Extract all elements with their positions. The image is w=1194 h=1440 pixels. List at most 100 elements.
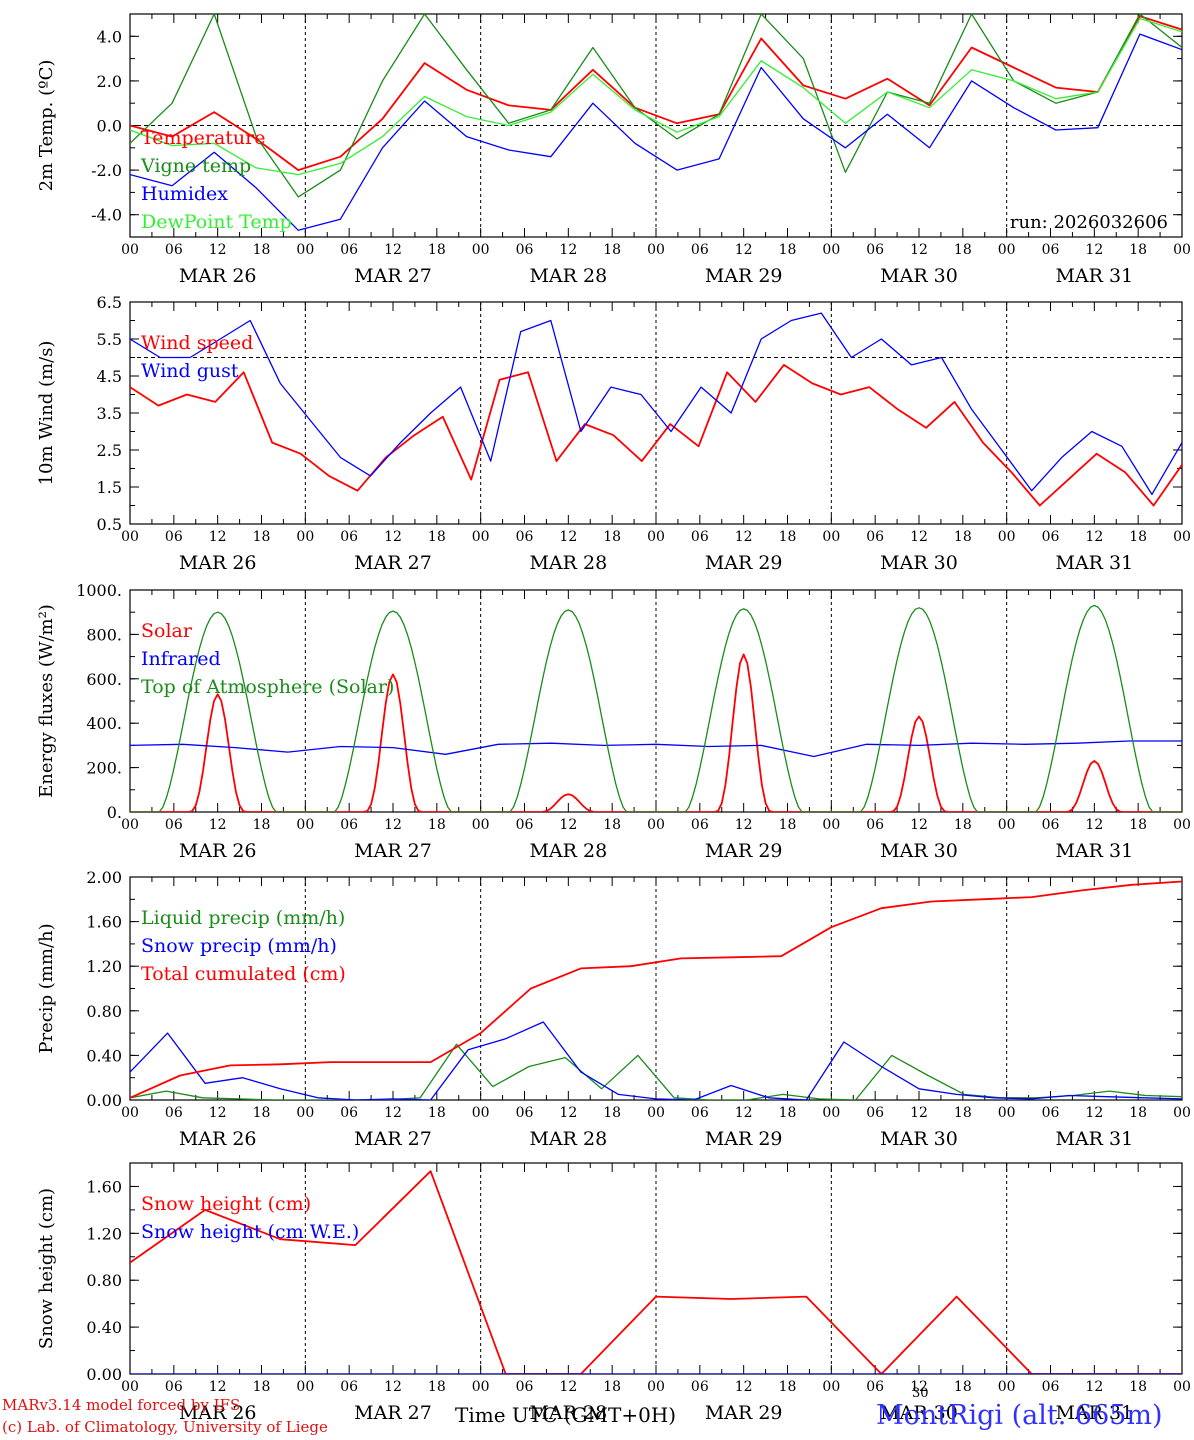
x-tick-label: 06 — [691, 242, 709, 258]
x-tick-label: 12 — [910, 817, 928, 833]
day-label: MAR 28 — [529, 552, 607, 574]
x-tick-label: 12 — [910, 1379, 928, 1395]
day-label: MAR 27 — [354, 840, 432, 862]
x-tick-label: 12 — [559, 817, 577, 833]
x-tick-label: 06 — [866, 1379, 884, 1395]
x-tick-label: 00 — [472, 817, 490, 833]
day-label: MAR 26 — [179, 552, 257, 574]
y-tick-label: 600. — [86, 670, 122, 689]
x-tick-label: 00 — [998, 242, 1016, 258]
x-tick-label: 06 — [516, 817, 534, 833]
x-tick-label: 06 — [1042, 817, 1060, 833]
day-label: MAR 27 — [354, 265, 432, 287]
day-label: MAR 28 — [529, 840, 607, 862]
x-tick-label: 00 — [647, 817, 665, 833]
y-tick-label: 0.00 — [86, 1091, 122, 1110]
x-tick-label: 00 — [121, 1379, 139, 1395]
model-credit: MARv3.14 model forced by IFS — [2, 1396, 241, 1414]
y-tick-label: 0. — [107, 803, 122, 822]
legend-entry: Wind gust — [141, 360, 239, 382]
x-tick-label: 18 — [954, 817, 972, 833]
x-tick-label: 00 — [296, 1105, 314, 1121]
x-tick-label: 18 — [603, 1105, 621, 1121]
series-group — [130, 1170, 1182, 1374]
x-tick-label: 06 — [340, 1379, 358, 1395]
y-axis-title: 2m Temp. (ºC) — [36, 60, 57, 192]
day-label: MAR 30 — [880, 265, 958, 287]
legend-entry: Liquid precip (mm/h) — [141, 907, 345, 929]
x-tick-label: 00 — [1173, 817, 1191, 833]
x-tick-label: 00 — [822, 529, 840, 545]
series-group — [130, 880, 1182, 1100]
x-tick-label: 12 — [384, 817, 402, 833]
x-tick-label: 12 — [559, 529, 577, 545]
y-tick-label: 6.5 — [97, 293, 122, 312]
day-label: MAR 29 — [705, 552, 783, 574]
x-tick-label: 06 — [866, 817, 884, 833]
x-tick-label: 00 — [296, 529, 314, 545]
x-tick-label: 18 — [779, 1105, 797, 1121]
x-tick-label: 12 — [735, 1379, 753, 1395]
day-label: MAR 29 — [705, 1402, 783, 1424]
x-tick-label: 06 — [866, 1105, 884, 1121]
x-tick-label: 00 — [472, 529, 490, 545]
x-tick-label: 06 — [516, 529, 534, 545]
x-tick-label: 12 — [735, 242, 753, 258]
day-label: MAR 29 — [705, 840, 783, 862]
y-axis-title: Energy fluxes (W/m²) — [36, 604, 57, 798]
series-group — [130, 604, 1182, 812]
x-tick-label: 18 — [253, 817, 271, 833]
y-tick-label: 1.20 — [86, 957, 122, 976]
y-tick-label: 3.5 — [97, 404, 122, 423]
day-label: MAR 30 — [880, 1402, 958, 1424]
series-line-total-cumulated-cm- — [130, 880, 1182, 1099]
x-tick-label: 06 — [1042, 1105, 1060, 1121]
x-tick-label: 18 — [779, 1379, 797, 1395]
x-tick-label: 06 — [516, 1105, 534, 1121]
x-tick-label: 06 — [516, 1379, 534, 1395]
y-tick-label: 2.00 — [86, 868, 122, 887]
x-tick-label: 12 — [384, 529, 402, 545]
y-tick-label: 400. — [86, 714, 122, 733]
x-tick-label: 00 — [1173, 1105, 1191, 1121]
x-axis-title-text: Time UTC (GMT+0H) — [455, 1403, 677, 1427]
x-tick-label: 00 — [121, 242, 139, 258]
x-tick-label: 18 — [253, 242, 271, 258]
series-line-vigne-temp — [130, 14, 1182, 198]
panel-5: 00 06 12 18 00 06 12 18 00 06 12 18 00 06 12 18 00 06 12 18… — [36, 1162, 1191, 1424]
x-tick-label: 06 — [691, 1105, 709, 1121]
x-tick-label: 12 — [209, 1105, 227, 1121]
legend-entry: Temperature — [141, 127, 265, 149]
lab-credit: (c) Lab. of Climatology, University of L… — [2, 1418, 328, 1436]
x-tick-label: 12 — [910, 1105, 928, 1121]
legend-entry: Vigne temp — [140, 155, 251, 177]
x-tick-label: 18 — [779, 529, 797, 545]
x-tick-label: 00 — [121, 817, 139, 833]
series-line-top-of-atmosphere-solar- — [130, 604, 1182, 812]
x-tick-label: 00 — [1173, 242, 1191, 258]
x-tick-label: 00 — [647, 1105, 665, 1121]
day-label: MAR 28 — [529, 265, 607, 287]
x-tick-label: 18 — [779, 817, 797, 833]
x-tick-label: 12 — [910, 242, 928, 258]
x-tick-label: 00 — [822, 1105, 840, 1121]
series-group — [130, 14, 1182, 231]
x-tick-label: 00 — [998, 817, 1016, 833]
x-tick-label: 18 — [1129, 529, 1147, 545]
x-tick-label: 18 — [428, 817, 446, 833]
panel-3: 00 06 12 18 00 06 12 18 00 06 12 18 00 06 12 18 00 06 12 18… — [36, 581, 1191, 862]
series-line-snow-height-cm- — [130, 1170, 1182, 1374]
y-axis-title: 10m Wind (m/s) — [36, 341, 57, 486]
x-tick-label: 06 — [691, 817, 709, 833]
y-tick-label: 5.5 — [97, 330, 122, 349]
day-label: MAR 30 — [880, 552, 958, 574]
legend-entry: Snow height (cm) — [141, 1193, 311, 1215]
y-tick-label: 1.20 — [86, 1224, 122, 1243]
x-tick-label: 12 — [559, 1105, 577, 1121]
series-line-infrared — [130, 740, 1182, 758]
x-tick-label: 06 — [165, 242, 183, 258]
day-label: MAR 30 — [880, 840, 958, 862]
x-tick-label: 12 — [384, 1105, 402, 1121]
series-line-wind-speed — [130, 363, 1182, 507]
